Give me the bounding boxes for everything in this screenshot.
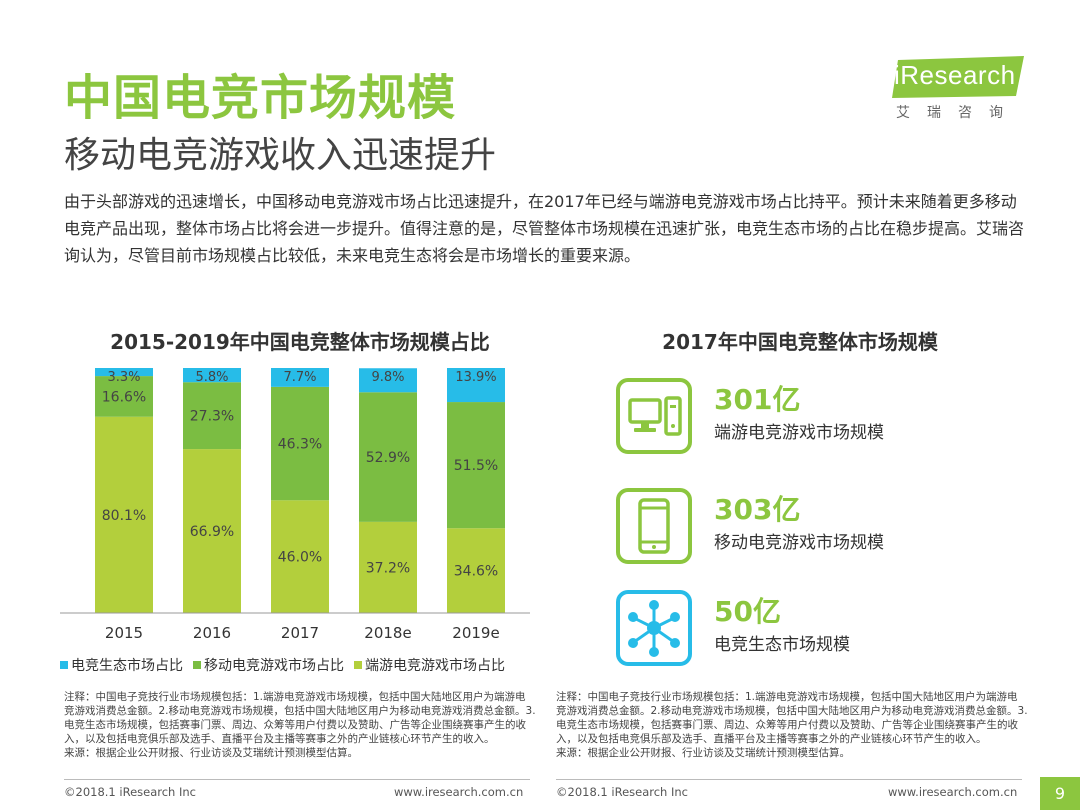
kpi-ecosystem: 50亿 电竞生态市场规模 bbox=[616, 590, 1016, 670]
footer-copyright-left: ©2018.1 iResearch Inc bbox=[64, 785, 196, 799]
source-text-right: 来源：根据企业公开财报、行业访谈及艾瑞统计预测模型估算。 bbox=[556, 747, 850, 759]
data-label: 13.9% bbox=[455, 370, 496, 385]
kpi-label-mobile: 移动电竞游戏市场规模 bbox=[714, 533, 884, 553]
x-tick-label: 2017 bbox=[281, 624, 319, 642]
network-nodes-icon bbox=[616, 590, 692, 666]
footer-rule-right bbox=[556, 779, 1022, 780]
kpi-value-pc: 301亿 bbox=[714, 383, 801, 416]
kpi-label-ecosystem: 电竞生态市场规模 bbox=[714, 635, 850, 655]
legend-swatch-ecosystem bbox=[60, 661, 68, 669]
data-label: 51.5% bbox=[454, 458, 498, 474]
data-label: 34.6% bbox=[454, 564, 498, 580]
legend-swatch-pc bbox=[354, 661, 362, 669]
x-tick-label: 2016 bbox=[193, 624, 231, 642]
logo-text: iResearch bbox=[894, 60, 1016, 90]
footer-copyright-right: ©2018.1 iResearch Inc bbox=[556, 785, 688, 799]
chart-legend: 电竞生态市场占比 移动电竞游戏市场占比 端游电竞游戏市场占比 bbox=[60, 655, 505, 675]
stacked-bar-chart: 80.1% 16.6% 3.3% 2015 66.9% 27.3% 5.8% 2016 46.0… bbox=[60, 368, 530, 642]
note-left: 注释：中国电子竞技行业市场规模包括：1.端游电竞游戏市场规模，包括中国大陆地区用… bbox=[64, 690, 536, 760]
kpi-value-ecosystem: 50亿 bbox=[714, 595, 781, 628]
note-right: 注释：中国电子竞技行业市场规模包括：1.端游电竞游戏市场规模，包括中国大陆地区用… bbox=[556, 690, 1028, 760]
x-tick-label: 2019e bbox=[452, 624, 499, 642]
data-label: 66.9% bbox=[190, 524, 234, 540]
page-number: 9 bbox=[1040, 777, 1080, 810]
bar-segment bbox=[447, 368, 505, 403]
data-label: 46.0% bbox=[278, 550, 322, 566]
kpi-mobile-games: 303亿 移动电竞游戏市场规模 bbox=[616, 488, 1016, 568]
footer-url-left: www.iresearch.com.cn bbox=[394, 785, 524, 799]
data-label: 27.3% bbox=[190, 409, 234, 425]
bar-segment bbox=[271, 500, 329, 613]
page-title: 中国电竞市场规模 bbox=[64, 70, 457, 126]
kpi-value-mobile: 303亿 bbox=[714, 493, 801, 526]
data-label: 37.2% bbox=[366, 560, 410, 576]
note-text-left: 注释：中国电子竞技行业市场规模包括：1.端游电竞游戏市场规模，包括中国大陆地区用… bbox=[64, 691, 536, 745]
iresearch-logo: iResearch 艾瑞咨询 bbox=[880, 56, 1040, 126]
legend-swatch-mobile bbox=[193, 661, 201, 669]
desktop-computer-icon bbox=[616, 378, 692, 454]
bar-segment bbox=[95, 416, 153, 613]
bar-segment bbox=[183, 449, 241, 613]
data-label: 7.7% bbox=[283, 370, 316, 385]
x-tick-label: 2015 bbox=[105, 624, 143, 642]
kpi-label-pc: 端游电竞游戏市场规模 bbox=[714, 423, 884, 443]
note-text-right: 注释：中国电子竞技行业市场规模包括：1.端游电竞游戏市场规模，包括中国大陆地区用… bbox=[556, 691, 1028, 745]
source-text-left: 来源：根据企业公开财报、行业访谈及艾瑞统计预测模型估算。 bbox=[64, 747, 358, 759]
page-subtitle: 移动电竞游戏收入迅速提升 bbox=[64, 135, 497, 176]
data-label: 3.3% bbox=[107, 370, 140, 385]
bar-segment bbox=[271, 386, 329, 501]
bar-segment bbox=[447, 528, 505, 613]
bar-segment bbox=[271, 368, 329, 387]
data-label: 9.8% bbox=[371, 370, 404, 385]
chart-title: 2015-2019年中国电竞整体市场规模占比 bbox=[110, 330, 490, 354]
legend-label-mobile: 移动电竞游戏市场占比 bbox=[204, 658, 344, 674]
bar-segment bbox=[359, 521, 417, 613]
data-label: 52.9% bbox=[366, 450, 410, 466]
data-label: 5.8% bbox=[195, 370, 228, 385]
logo-subtext: 艾瑞咨询 bbox=[896, 105, 1020, 121]
intro-paragraph: 由于头部游戏的迅速增长，中国移动电竞游戏市场占比迅速提升，在2017年已经与端游… bbox=[64, 192, 1025, 265]
bar-segment bbox=[359, 392, 417, 522]
footer-url-right: www.iresearch.com.cn bbox=[888, 785, 1018, 799]
bar-segment bbox=[95, 368, 153, 377]
kpi-pc-games: 301亿 端游电竞游戏市场规模 bbox=[616, 378, 1016, 458]
legend-item-ecosystem: 电竞生态市场占比 bbox=[60, 655, 183, 675]
x-tick-label: 2018e bbox=[364, 624, 411, 642]
bar-segment bbox=[183, 382, 241, 450]
bar-segment bbox=[183, 368, 241, 383]
bar-segment bbox=[447, 402, 505, 529]
right-panel-title: 2017年中国电竞整体市场规模 bbox=[662, 330, 938, 354]
legend-item-mobile: 移动电竞游戏市场占比 bbox=[193, 655, 344, 675]
legend-label-pc: 端游电竞游戏市场占比 bbox=[365, 658, 505, 674]
data-label: 80.1% bbox=[102, 508, 146, 524]
bar-segment bbox=[95, 376, 153, 417]
data-label: 46.3% bbox=[278, 437, 322, 453]
footer-rule-left bbox=[64, 779, 530, 780]
legend-item-pc: 端游电竞游戏市场占比 bbox=[354, 655, 505, 675]
legend-label-ecosystem: 电竞生态市场占比 bbox=[71, 658, 183, 674]
bar-segment bbox=[359, 368, 417, 393]
mobile-phone-icon bbox=[616, 488, 692, 564]
data-label: 16.6% bbox=[102, 389, 146, 405]
